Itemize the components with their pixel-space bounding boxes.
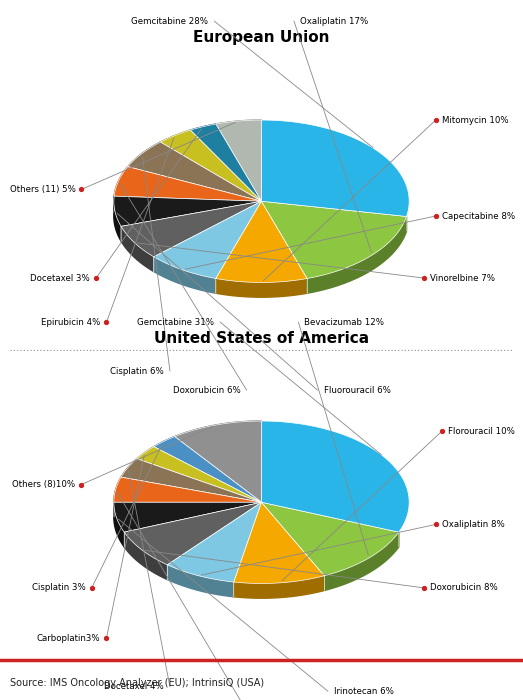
Text: Cisplatin 6%: Cisplatin 6%: [110, 367, 164, 376]
Text: Others (8)10%: Others (8)10%: [13, 480, 75, 489]
Polygon shape: [175, 421, 262, 452]
Polygon shape: [114, 503, 262, 532]
Polygon shape: [190, 124, 262, 202]
Text: Mitomycin 10%: Mitomycin 10%: [441, 116, 508, 125]
Polygon shape: [114, 477, 121, 517]
Polygon shape: [154, 437, 175, 461]
Polygon shape: [167, 503, 262, 582]
Text: Vinorelbine 7%: Vinorelbine 7%: [430, 274, 495, 283]
Title: European Union: European Union: [194, 31, 329, 46]
Polygon shape: [114, 167, 128, 211]
Text: Oxaliplatin 8%: Oxaliplatin 8%: [441, 520, 504, 529]
Polygon shape: [190, 124, 216, 145]
Polygon shape: [161, 130, 190, 157]
Text: Fluorouracil 6%: Fluorouracil 6%: [324, 386, 390, 395]
Text: Epirubicin 4%: Epirubicin 4%: [41, 318, 100, 327]
Polygon shape: [216, 120, 262, 202]
Polygon shape: [262, 202, 406, 279]
Polygon shape: [114, 167, 262, 202]
Text: Docetaxel 4%: Docetaxel 4%: [104, 682, 164, 692]
Polygon shape: [216, 120, 262, 139]
Polygon shape: [175, 421, 262, 503]
Polygon shape: [128, 142, 161, 181]
Text: Carboplatin3%: Carboplatin3%: [37, 634, 100, 643]
Polygon shape: [137, 447, 262, 503]
Text: Doxorubicin 6%: Doxorubicin 6%: [173, 386, 241, 395]
Text: Docetaxel 3%: Docetaxel 3%: [30, 274, 90, 283]
Text: Capecitabine 8%: Capecitabine 8%: [441, 211, 515, 220]
Polygon shape: [307, 216, 406, 293]
Polygon shape: [167, 565, 234, 597]
Polygon shape: [324, 532, 399, 591]
Polygon shape: [121, 226, 154, 272]
Polygon shape: [124, 532, 167, 580]
Polygon shape: [234, 503, 324, 584]
Text: Oxaliplatin 17%: Oxaliplatin 17%: [300, 17, 368, 26]
Polygon shape: [114, 196, 121, 241]
Polygon shape: [114, 196, 262, 226]
Text: Doxorubicin 8%: Doxorubicin 8%: [430, 583, 497, 592]
Text: Others (11) 5%: Others (11) 5%: [9, 185, 75, 194]
Text: Florouracil 10%: Florouracil 10%: [448, 427, 515, 436]
Text: Irinotecan 6%: Irinotecan 6%: [334, 687, 394, 696]
Text: Source: IMS Oncology Analyzer (EU); IntrinsiQ (USA): Source: IMS Oncology Analyzer (EU); Intr…: [10, 678, 265, 687]
Polygon shape: [121, 202, 262, 257]
Polygon shape: [114, 503, 124, 547]
Polygon shape: [154, 202, 262, 279]
Polygon shape: [124, 503, 262, 565]
Polygon shape: [121, 458, 137, 492]
Title: United States of America: United States of America: [154, 332, 369, 346]
Polygon shape: [216, 279, 307, 298]
Polygon shape: [128, 142, 262, 202]
Polygon shape: [161, 130, 262, 202]
Polygon shape: [154, 437, 262, 503]
Polygon shape: [137, 447, 154, 473]
Text: Most commonly prescribed molecules for advanced HCC: Most commonly prescribed molecules for a…: [30, 15, 493, 30]
Polygon shape: [262, 421, 409, 532]
Polygon shape: [262, 503, 399, 575]
Text: Bevacizumab 12%: Bevacizumab 12%: [304, 318, 384, 327]
Polygon shape: [234, 575, 324, 598]
Polygon shape: [114, 477, 262, 503]
Text: Cisplatin 3%: Cisplatin 3%: [32, 583, 86, 592]
Text: Gemcitabine 31%: Gemcitabine 31%: [137, 318, 214, 327]
Polygon shape: [216, 202, 307, 283]
Polygon shape: [262, 120, 409, 216]
Polygon shape: [121, 458, 262, 503]
Polygon shape: [154, 257, 216, 293]
Text: Gemcitabine 28%: Gemcitabine 28%: [131, 17, 208, 26]
